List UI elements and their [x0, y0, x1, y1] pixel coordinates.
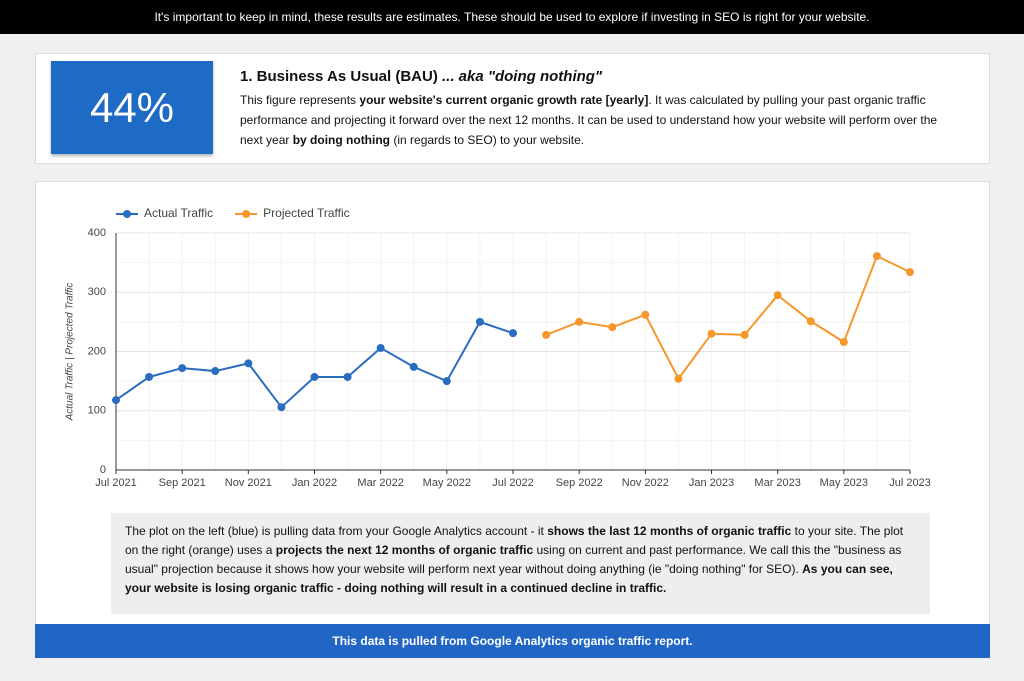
point: [707, 329, 716, 338]
text-segment: using on current and past performance. W…: [125, 543, 902, 576]
text-segment: . It was calculated by pulling your past…: [240, 93, 938, 147]
series-line: [545, 254, 911, 381]
x-tick-label: May 2023: [820, 477, 868, 489]
point: [872, 252, 881, 261]
point: [773, 291, 782, 300]
legend-dot: [123, 210, 131, 218]
point: [542, 330, 551, 339]
x-tick-label: Sep 2021: [159, 477, 206, 489]
text-segment: projects the next 12 months of organic t…: [275, 543, 534, 557]
legend-label: Actual Traffic: [144, 206, 213, 220]
explanation: The plot on the left (blue) is pulling d…: [111, 513, 930, 614]
point: [310, 372, 319, 381]
point: [211, 367, 220, 376]
point: [442, 377, 451, 386]
y-tick-label: 0: [100, 464, 106, 476]
metric: 44%: [51, 61, 213, 154]
x-tick-label: Sep 2022: [556, 477, 603, 489]
text-segment: shows the last 12 months of organic traf…: [547, 524, 792, 538]
x-tick-label: Jul 2021: [95, 477, 137, 489]
chart: 0 100 200 300 400 Jul 2021 Sep 2021 Nov 2021 Jan…: [65, 206, 931, 489]
point: [475, 317, 484, 326]
point: [376, 343, 385, 352]
text-segment: This figure represents: [240, 93, 360, 107]
legend-dot: [242, 210, 251, 218]
legend-label: Projected Traffic: [263, 206, 349, 220]
text-segment: your website's current organic growth ra…: [359, 93, 649, 107]
x-tick-label: Jul 2022: [492, 477, 534, 489]
point: [740, 330, 749, 339]
point: [145, 372, 154, 381]
text-segment: by doing nothing: [292, 133, 391, 147]
point: [839, 338, 848, 347]
y-tick-label: 400: [88, 227, 106, 239]
point: [178, 364, 187, 373]
x-tick-label: Jan 2022: [292, 477, 337, 489]
x-tick-label: Jul 2023: [889, 477, 931, 489]
x-tick-label: Nov 2021: [225, 477, 272, 489]
x-tick-label: Mar 2023: [754, 477, 800, 489]
footer: This data is pulled from Google Analytic…: [35, 624, 990, 658]
x-tick-label: May 2022: [423, 477, 471, 489]
text-segment: As you can see, your website is losing o…: [125, 562, 893, 595]
point: [608, 323, 617, 332]
x-tick-label: Jan 2023: [689, 477, 734, 489]
y-tick-label: 100: [88, 405, 106, 417]
point: [277, 403, 286, 412]
point: [409, 362, 418, 371]
x-tick-label: Nov 2022: [622, 477, 669, 489]
text-segment: ... aka "doing nothing": [442, 68, 603, 85]
text-segment: The plot on the left (blue) is pulling d…: [125, 524, 548, 538]
text-segment: 1. Business As Usual (BAU): [240, 68, 442, 85]
point: [806, 317, 815, 326]
point: [509, 329, 517, 338]
point: [112, 396, 120, 405]
y-axis-label: Actual Traffic | Projected Traffic: [65, 283, 76, 422]
summary-body: This figure represents your website's cu…: [240, 90, 940, 150]
text-segment: (in regards to SEO) to your website.: [390, 133, 585, 147]
point: [906, 268, 914, 277]
y-tick-label: 300: [88, 286, 106, 298]
point: [641, 310, 650, 319]
point: [343, 372, 352, 381]
x-tick-label: Mar 2022: [357, 477, 403, 489]
point: [244, 359, 253, 368]
y-tick-label: 200: [88, 345, 106, 357]
point: [575, 317, 584, 326]
summary-title: 1. Business As Usual (BAU) ... aka "doin…: [240, 68, 940, 85]
text-segment: to your site. The plot on the right (ora…: [125, 524, 904, 557]
banner: It's important to keep in mind, these re…: [0, 0, 1024, 34]
point: [674, 374, 683, 383]
